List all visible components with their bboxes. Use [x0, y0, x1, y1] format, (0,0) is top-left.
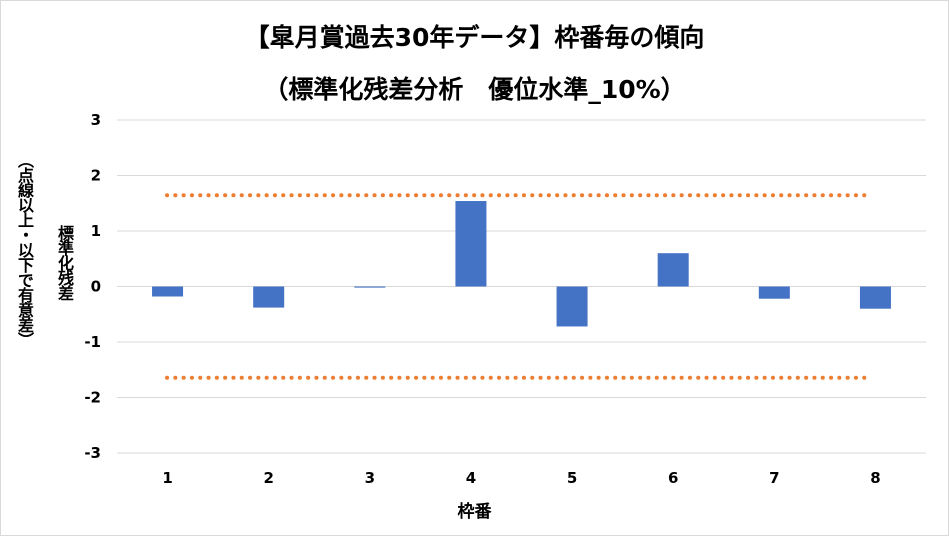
y-tick-label-1: 2: [91, 167, 101, 185]
bar-3: [354, 286, 386, 288]
y-tick-label-6: -3: [84, 444, 101, 462]
y-axis-label: 標準化残差: [55, 225, 74, 300]
y-tick-label-0: 3: [91, 111, 101, 129]
x-tick-label-6: 6: [668, 469, 678, 487]
x-tick-label-4: 4: [466, 469, 476, 487]
y-tick-label-4: -1: [84, 333, 101, 351]
x-tick-label-8: 8: [870, 469, 880, 487]
bar-7: [758, 286, 790, 299]
bar-2: [253, 286, 285, 308]
chart-title: 【皐月賞過去30年データ】枠番毎の傾向: [244, 23, 705, 52]
x-tick-label-2: 2: [263, 469, 273, 487]
y-tick-label-2: 1: [91, 222, 101, 240]
x-tick-label-1: 1: [162, 469, 172, 487]
bar-6: [657, 253, 689, 287]
y-tick-label-3: 0: [91, 278, 101, 296]
y-tick-label-5: -2: [84, 389, 101, 407]
x-axis-label: 枠番: [457, 502, 492, 522]
bar-5: [556, 286, 588, 327]
x-tick-label-3: 3: [365, 469, 375, 487]
bar-8: [859, 286, 891, 309]
bar-4: [455, 201, 487, 287]
y-axis-note: （点線以上・以下で有意差）: [15, 152, 34, 347]
chart-subtitle: （標準化残差分析 優位水準_10%）: [263, 75, 686, 104]
x-tick-label-5: 5: [567, 469, 577, 487]
y-axis-label-group: （点線以上・以下で有意差） 標準化残差: [8, 150, 88, 420]
x-tick-label-7: 7: [769, 469, 779, 487]
bar-1: [152, 286, 184, 297]
